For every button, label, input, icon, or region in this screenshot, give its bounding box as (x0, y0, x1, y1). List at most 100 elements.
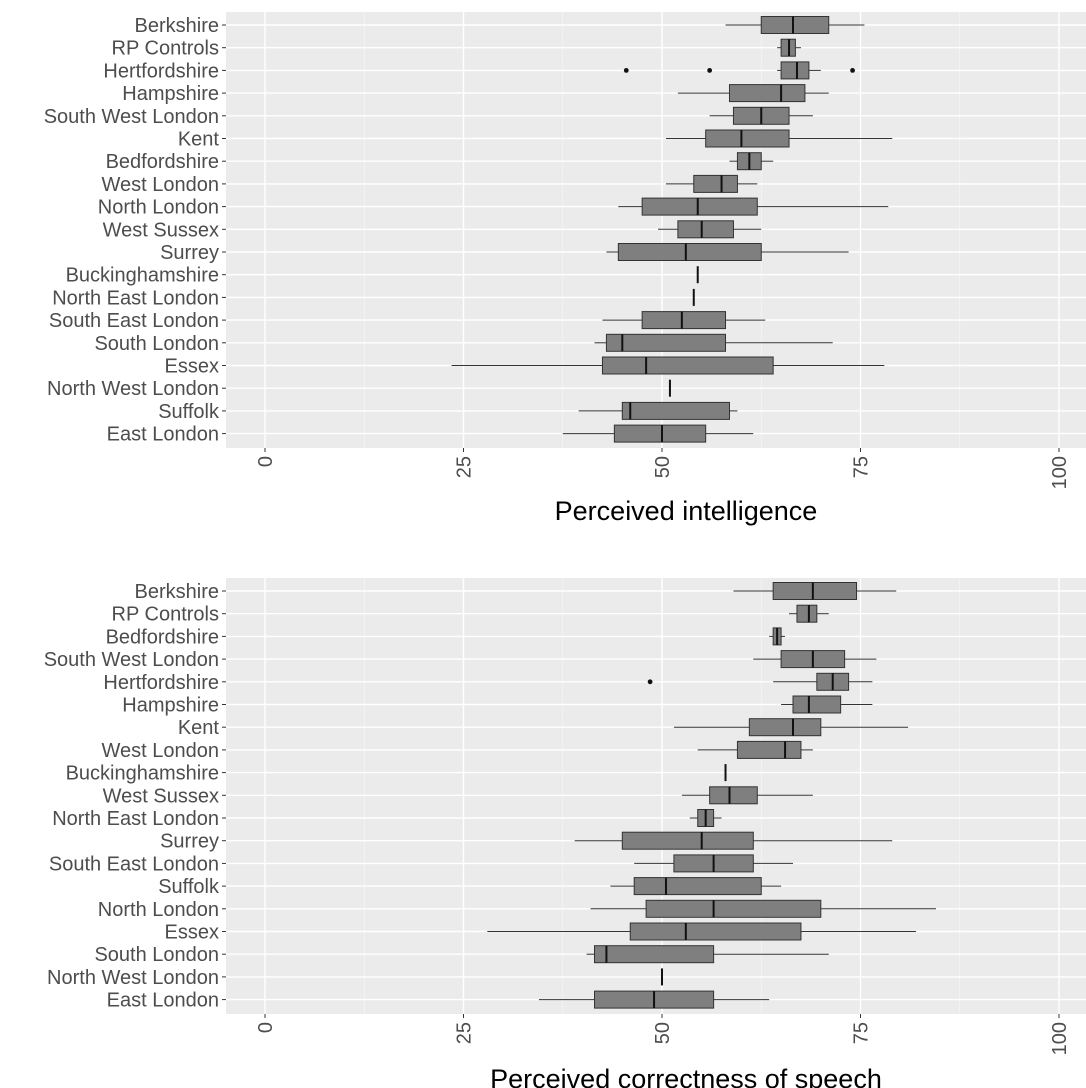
category-label: East London (107, 424, 219, 446)
box-west-sussex (658, 220, 762, 239)
box-west-london (697, 740, 813, 759)
box-north-east-london (689, 809, 722, 827)
x-tick-label: 0 (255, 456, 277, 467)
box-north-london (618, 197, 889, 216)
iqr-box (633, 877, 762, 896)
iqr-box (594, 945, 715, 964)
x-tick-label: 75 (851, 456, 873, 478)
box-south-london (586, 945, 829, 964)
iqr-box (621, 401, 730, 420)
category-label: North West London (47, 378, 219, 400)
category-label: Buckinghamshire (66, 265, 219, 287)
category-label: Hertfordshire (103, 60, 219, 82)
x-tick-label: 25 (454, 456, 476, 478)
box-kent (665, 129, 893, 148)
category-label: North London (98, 899, 219, 921)
category-label: Buckinghamshire (66, 763, 219, 785)
box-rp-controls (789, 604, 829, 623)
iqr-box (728, 84, 806, 103)
category-label: East London (107, 990, 219, 1012)
iqr-box (748, 718, 822, 737)
category-label: Suffolk (158, 876, 220, 898)
iqr-box (760, 16, 830, 34)
iqr-box (601, 356, 774, 375)
box-essex (451, 356, 885, 375)
iqr-box (677, 220, 734, 239)
category-label: South London (94, 333, 219, 355)
category-label: South West London (44, 649, 219, 671)
category-label: West London (102, 174, 220, 196)
iqr-box (605, 333, 727, 352)
box-south-london (594, 333, 833, 352)
category-label: Bedfordshire (106, 626, 219, 648)
box-rp-controls (777, 38, 801, 57)
box-hampshire (677, 84, 829, 103)
box-south-west-london (709, 106, 813, 125)
box-hampshire (781, 695, 873, 714)
x-tick-label: 75 (851, 1022, 873, 1044)
outlier-point (647, 679, 653, 685)
box-bedfordshire (769, 627, 786, 646)
category-label: Surrey (160, 242, 219, 264)
box-berkshire (725, 16, 865, 34)
iqr-box (709, 786, 758, 805)
iqr-box (796, 604, 818, 623)
category-label: South East London (49, 853, 219, 875)
x-tick-label: 0 (255, 1022, 277, 1033)
box-surrey (606, 243, 849, 261)
category-label: Suffolk (158, 401, 220, 423)
category-label: West Sussex (103, 785, 219, 807)
category-label: West Sussex (103, 219, 219, 241)
category-label: West London (102, 740, 220, 762)
outlier-point (850, 68, 855, 73)
iqr-box (629, 922, 802, 941)
box-west-sussex (681, 786, 813, 805)
category-label: South London (94, 944, 219, 966)
category-label: North London (98, 197, 219, 219)
box-suffolk (610, 877, 782, 896)
box-suffolk (578, 401, 738, 420)
iqr-box (613, 424, 707, 443)
x-tick-label: 50 (652, 456, 674, 478)
category-label: North East London (52, 808, 219, 830)
box-kent (673, 718, 909, 737)
category-label: RP Controls (112, 38, 219, 60)
x-tick-label: 50 (652, 1022, 674, 1044)
x-tick-label: 25 (454, 1022, 476, 1044)
category-label: North East London (52, 287, 219, 309)
iqr-box (780, 61, 810, 80)
box-south-east-london (602, 311, 766, 330)
category-label: Surrey (160, 831, 219, 853)
outlier-point (707, 68, 713, 73)
category-label: Kent (178, 717, 220, 739)
box-hertfordshire (647, 672, 873, 691)
category-label: Essex (165, 356, 219, 378)
x-tick-label: 100 (1049, 1022, 1071, 1055)
iqr-box (617, 243, 762, 261)
box-south-west-london (753, 650, 877, 669)
box-bedfordshire (729, 152, 774, 171)
category-label: RP Controls (112, 604, 219, 626)
category-label: South East London (49, 310, 219, 332)
category-label: Essex (165, 922, 219, 944)
iqr-box (621, 831, 754, 850)
iqr-box (645, 899, 822, 918)
box-essex (487, 922, 917, 941)
category-label: South West London (44, 106, 219, 128)
box-hertfordshire (623, 61, 855, 80)
iqr-box (705, 129, 790, 148)
iqr-box (693, 174, 738, 193)
category-label: Hampshire (122, 695, 219, 717)
box-north-london (590, 899, 936, 918)
x-tick-label: 100 (1049, 456, 1071, 489)
box-south-east-london (634, 854, 794, 873)
iqr-box (792, 695, 842, 714)
box-east-london (538, 990, 770, 1009)
category-label: Kent (178, 129, 220, 151)
iqr-box (641, 311, 727, 330)
category-label: Berkshire (135, 581, 219, 603)
category-label: Hampshire (122, 83, 219, 105)
